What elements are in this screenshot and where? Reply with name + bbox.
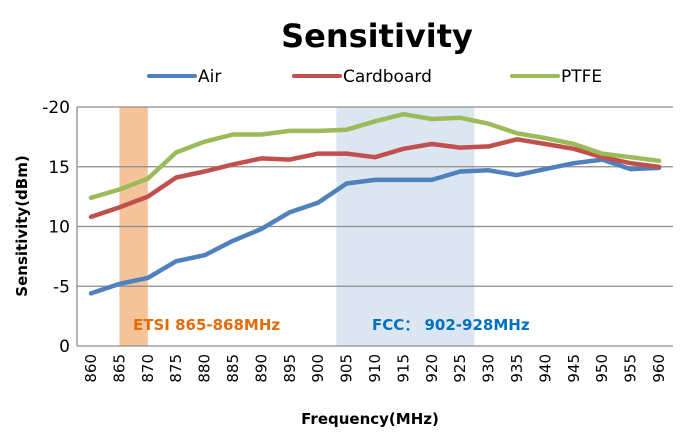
x-axis-title: Frequency(MHz) xyxy=(301,410,439,428)
y-tick-label: -20 xyxy=(42,98,70,118)
chart-title: Sensitivity xyxy=(281,17,473,55)
x-tick-label: 895 xyxy=(281,354,299,383)
legend-item-cardboard: Cardboard xyxy=(292,67,432,87)
x-tick-label: 860 xyxy=(82,354,100,383)
x-tick-label: 905 xyxy=(338,354,356,383)
x-tick-label: 960 xyxy=(650,354,668,383)
y-tick-label: 10 xyxy=(48,218,70,238)
legend-label-ptfe: PTFE xyxy=(561,67,602,87)
axes xyxy=(76,107,673,347)
legend: Air Cardboard PTFE xyxy=(147,67,602,87)
series-lines xyxy=(88,111,662,296)
x-tick-label: 875 xyxy=(167,354,185,383)
x-tick-label: 940 xyxy=(536,354,554,383)
x-tick-label: 915 xyxy=(394,354,412,383)
y-tick-label: 15 xyxy=(48,158,70,178)
x-tick-label: 890 xyxy=(252,354,270,383)
x-tick-label: 900 xyxy=(309,354,327,383)
y-tick-labels: 0 -5 10 15 -20 xyxy=(42,98,70,357)
band-labels: ETSI 865-868MHz FCC： 902-928MHz xyxy=(133,316,530,334)
legend-label-air: Air xyxy=(198,67,221,87)
x-tick-label: 865 xyxy=(110,354,128,383)
y-tick-label: 0 xyxy=(59,337,70,357)
y-axis-title: Sensitivity(dBm) xyxy=(13,155,31,296)
y-tick-label: -5 xyxy=(53,277,70,297)
x-tick-label: 910 xyxy=(366,354,384,383)
x-tick-label: 935 xyxy=(508,354,526,383)
x-tick-label: 920 xyxy=(423,354,441,383)
legend-label-cardboard: Cardboard xyxy=(343,67,432,87)
band-label-etsi: ETSI 865-868MHz xyxy=(133,316,280,334)
x-tick-label: 945 xyxy=(565,354,583,383)
series-line-cardboard xyxy=(88,137,662,220)
band-label-fcc: FCC： 902-928MHz xyxy=(372,316,530,334)
x-tick-label: 950 xyxy=(593,354,611,383)
gridlines xyxy=(77,106,673,287)
x-tick-label: 925 xyxy=(451,354,469,383)
series-line-ptfe xyxy=(88,111,662,201)
x-tick-labels: 860 865 870 875 880 885 890 895 900 905 910 915 920 9… xyxy=(82,354,668,383)
legend-item-ptfe: PTFE xyxy=(510,67,602,87)
x-tick-label: 930 xyxy=(480,354,498,383)
legend-item-air: Air xyxy=(147,67,221,87)
series-line-air xyxy=(88,157,662,296)
x-tick-label: 955 xyxy=(622,354,640,383)
x-tick-label: 885 xyxy=(224,354,242,383)
x-tick-label: 880 xyxy=(196,354,214,383)
x-tick-label: 870 xyxy=(139,354,157,383)
